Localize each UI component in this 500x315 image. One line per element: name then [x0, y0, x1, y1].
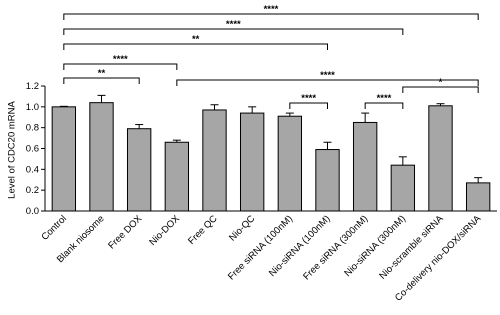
significance-label: * — [439, 77, 443, 88]
x-tick-label: Control — [40, 213, 69, 242]
y-tick-label: 0.2 — [26, 185, 39, 196]
y-tick-label: 0.0 — [26, 206, 39, 217]
significance-bracket — [289, 102, 328, 109]
significance-bracket — [402, 86, 479, 93]
significance-bracket — [63, 13, 479, 20]
significance-label: **** — [320, 70, 335, 81]
bar — [51, 106, 77, 212]
significance-label: **** — [301, 93, 316, 104]
bar — [202, 109, 227, 212]
significance-label: **** — [113, 54, 128, 65]
significance-bracket — [63, 77, 140, 84]
bar — [315, 149, 340, 212]
x-tick-label: Free QC — [186, 213, 220, 247]
bar — [352, 121, 378, 212]
y-tick-label: 0.8 — [26, 123, 39, 134]
significance-bracket — [176, 79, 479, 86]
y-tick-label: 0.6 — [26, 144, 39, 155]
bar — [89, 102, 114, 212]
bar — [239, 112, 265, 212]
x-tick-label: Free DOX — [106, 213, 144, 251]
significance-label: **** — [226, 19, 241, 30]
bar — [465, 182, 491, 212]
y-tick-label: 1.2 — [26, 81, 39, 92]
x-tick-label: Free siRNA (100nM) — [226, 213, 295, 282]
y-tick-label: 1.0 — [26, 102, 39, 113]
significance-bracket — [364, 102, 404, 109]
significance-label: **** — [264, 4, 279, 15]
x-tick-label: Nio-scramble siRNA — [377, 213, 446, 282]
significance-bracket — [63, 28, 404, 35]
x-tick-label: Nio-DOX — [147, 213, 182, 248]
bar — [164, 141, 190, 212]
y-tick-label: 0.4 — [26, 164, 39, 175]
bar — [390, 164, 416, 212]
bar — [428, 105, 453, 212]
significance-label: **** — [377, 93, 392, 104]
x-tick-label: Free siRNA (300nM) — [301, 213, 370, 282]
bar — [277, 115, 303, 212]
significance-bracket — [63, 63, 178, 70]
significance-bracket — [63, 43, 328, 50]
significance-label: ** — [192, 34, 200, 45]
y-axis-label: Level of CDC20 mRNA — [7, 101, 18, 199]
bar — [126, 128, 152, 212]
significance-label: ** — [98, 68, 106, 79]
x-tick-label: Nio-QC — [227, 213, 257, 243]
